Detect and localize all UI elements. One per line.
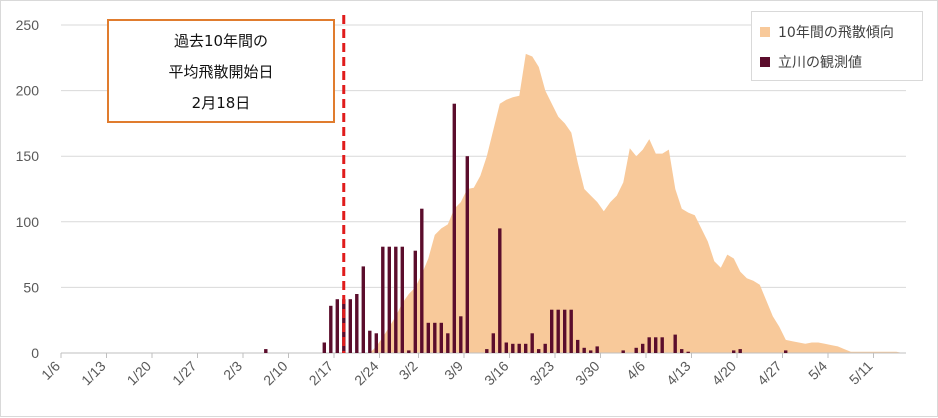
x-tick-label: 2/24 [351, 358, 382, 389]
x-tick-label: 4/20 [709, 358, 740, 389]
x-tick-label: 3/23 [527, 358, 558, 389]
legend: 10年間の飛散傾向 立川の観測値 [751, 11, 923, 81]
bar-tachikawa-observation [329, 305, 333, 353]
y-tick-label: 150 [16, 148, 40, 164]
bar-tachikawa-observation [413, 250, 417, 353]
y-tick-label: 50 [23, 279, 39, 295]
bar-tachikawa-observation [569, 309, 573, 353]
bar-tachikawa-observation [641, 343, 645, 353]
legend-swatch-bars [760, 57, 770, 67]
x-tick-label: 2/10 [260, 358, 291, 389]
bar-tachikawa-observation [355, 294, 359, 353]
bar-tachikawa-observation [465, 156, 469, 353]
x-tick-label: 2/3 [220, 358, 245, 383]
bar-tachikawa-observation [582, 347, 586, 353]
x-tick-label: 3/9 [441, 358, 466, 383]
bar-tachikawa-observation [550, 309, 554, 353]
bar-tachikawa-observation [498, 228, 502, 353]
bar-tachikawa-observation [407, 350, 411, 353]
x-tick-label: 4/27 [754, 358, 785, 389]
bar-tachikawa-observation [374, 333, 378, 353]
bar-tachikawa-observation [595, 346, 599, 353]
bar-tachikawa-observation [543, 343, 547, 353]
bar-tachikawa-observation [686, 351, 690, 353]
bar-tachikawa-observation [322, 342, 326, 353]
x-tick-label: 4/13 [663, 358, 694, 389]
y-tick-label: 0 [31, 345, 39, 361]
bar-tachikawa-observation [654, 337, 658, 353]
bar-tachikawa-observation [537, 349, 541, 353]
bar-tachikawa-observation [439, 322, 443, 353]
bar-tachikawa-observation [433, 322, 437, 353]
legend-label-area: 10年間の飛散傾向 [778, 25, 894, 41]
x-tick-label: 3/16 [481, 358, 512, 389]
x-tick-label: 1/13 [78, 358, 109, 389]
bar-tachikawa-observation [504, 342, 508, 353]
bar-tachikawa-observation [491, 333, 495, 353]
x-tick-label: 1/20 [124, 358, 155, 389]
x-tick-label: 3/30 [572, 358, 603, 389]
bar-tachikawa-observation [517, 343, 521, 353]
x-tick-label: 5/11 [846, 358, 876, 388]
bar-tachikawa-observation [680, 349, 684, 353]
bar-tachikawa-observation [381, 246, 385, 353]
bar-tachikawa-observation [264, 349, 268, 353]
bar-tachikawa-observation [738, 349, 742, 353]
bar-tachikawa-observation [387, 246, 391, 353]
bar-tachikawa-observation [335, 299, 339, 353]
bar-tachikawa-observation [589, 350, 593, 353]
bar-tachikawa-observation [426, 322, 430, 353]
bar-tachikawa-observation [660, 337, 664, 353]
x-tick-label: 4/6 [623, 358, 648, 383]
annotation-box: 過去10年間の 平均飛散開始日 2月18日 [107, 19, 335, 123]
y-tick-label: 250 [16, 17, 40, 33]
area-series-10yr-trend [350, 53, 903, 354]
bar-tachikawa-observation [420, 208, 424, 353]
legend-item-area: 10年間の飛散傾向 [760, 22, 894, 42]
bar-tachikawa-observation [673, 334, 677, 353]
bar-tachikawa-observation [563, 309, 567, 353]
bar-tachikawa-observation [647, 337, 651, 353]
bar-tachikawa-observation [485, 349, 489, 353]
y-tick-label: 100 [16, 214, 40, 230]
x-tick-label: 2/17 [306, 358, 337, 389]
bar-tachikawa-observation [524, 343, 528, 353]
bar-tachikawa-observation [459, 316, 463, 353]
annotation-line-2: 平均飛散開始日 [168, 62, 274, 81]
y-tick-label: 200 [16, 83, 40, 99]
x-tick-label: 3/2 [396, 358, 421, 383]
x-tick-label: 1/27 [169, 358, 200, 389]
bar-tachikawa-observation [511, 343, 515, 353]
bar-tachikawa-observation [784, 350, 788, 353]
bar-tachikawa-observation [576, 339, 580, 353]
bar-tachikawa-observation [446, 333, 450, 353]
x-tick-label: 1/6 [38, 358, 63, 383]
bar-tachikawa-observation [556, 309, 560, 353]
annotation-line-3: 2月18日 [191, 93, 251, 112]
legend-swatch-area [760, 27, 770, 37]
bar-tachikawa-observation [361, 266, 365, 353]
bar-tachikawa-observation [348, 299, 352, 353]
legend-label-bars: 立川の観測値 [778, 55, 862, 71]
bar-tachikawa-observation [400, 246, 404, 353]
legend-item-bars: 立川の観測値 [760, 52, 862, 72]
bar-tachikawa-observation [634, 347, 638, 353]
bar-tachikawa-observation [530, 333, 534, 353]
bar-tachikawa-observation [621, 350, 625, 353]
bar-tachikawa-observation [394, 246, 398, 353]
bar-tachikawa-observation [732, 350, 736, 353]
x-tick-label: 5/4 [805, 358, 830, 383]
bar-tachikawa-observation [452, 103, 456, 353]
annotation-line-1: 過去10年間の [173, 31, 269, 50]
bar-tachikawa-observation [368, 330, 372, 353]
